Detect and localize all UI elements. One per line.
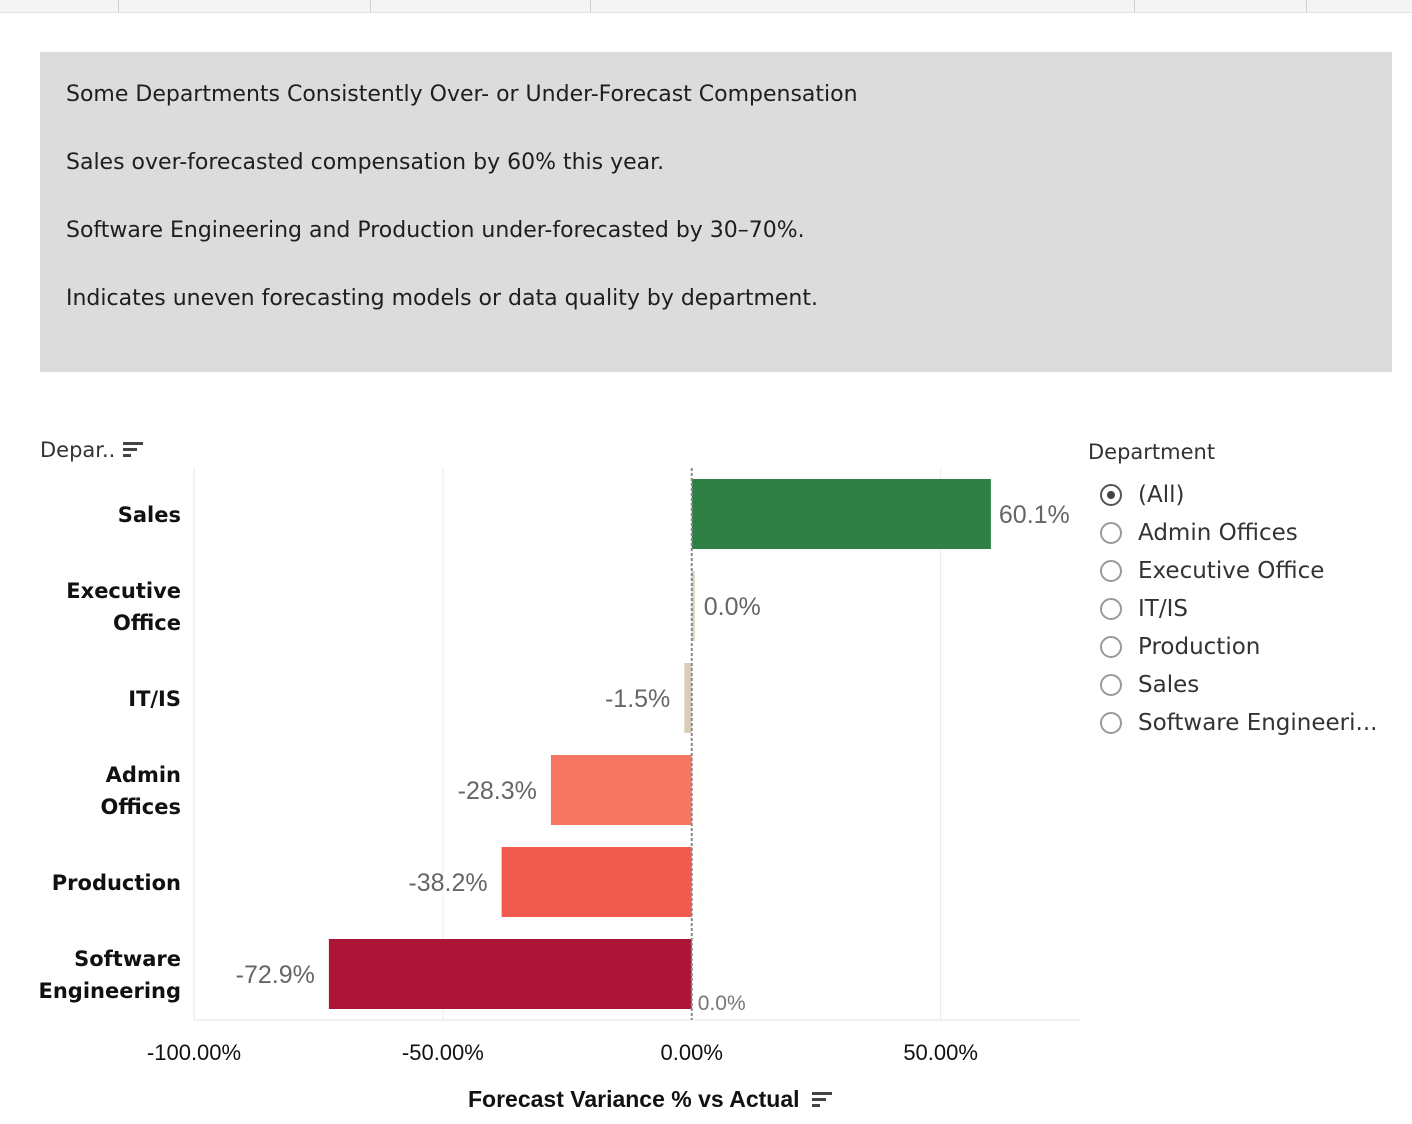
filter-option[interactable]: Admin Offices: [1088, 514, 1398, 552]
filter-option[interactable]: (All): [1088, 476, 1398, 514]
insight-line-sales: Sales over-forecasted compensation by 60…: [66, 150, 665, 175]
category-label: Admin Offices: [101, 763, 181, 819]
filter-option-label: Software Engineeri...: [1138, 710, 1378, 736]
category-label-line: Office: [113, 611, 181, 635]
sort-icon[interactable]: [811, 1089, 834, 1111]
toolbar-divider: [1306, 0, 1307, 12]
category-label-line: Production: [52, 871, 181, 895]
department-axis-header[interactable]: Depar..: [40, 438, 145, 462]
value-label: 60.1%: [999, 501, 1070, 529]
bar[interactable]: [691, 479, 991, 549]
toolbar-divider: [590, 0, 591, 12]
category-label-line: Admin: [106, 763, 181, 787]
radio-button[interactable]: [1100, 522, 1122, 544]
category-label-line: IT/IS: [128, 687, 181, 711]
category-label-line: Executive: [66, 579, 181, 603]
top-toolbar: [0, 0, 1412, 13]
filter-option[interactable]: Production: [1088, 628, 1398, 666]
radio-button[interactable]: [1100, 674, 1122, 696]
category-label-line: Software: [74, 947, 181, 971]
x-tick-label: -100.00%: [147, 1040, 241, 1065]
filter-option[interactable]: Sales: [1088, 666, 1398, 704]
bar[interactable]: [501, 847, 692, 917]
filter-options: (All) Admin Offices Executive Office IT/IS P…: [1088, 476, 1398, 742]
category-label: Software Engineering: [39, 947, 182, 1003]
filter-option-label: Production: [1138, 634, 1261, 660]
bar[interactable]: [691, 571, 695, 641]
category-label: Executive Office: [66, 579, 181, 635]
toolbar-divider: [370, 0, 371, 12]
insight-headline: Some Departments Consistently Over- or U…: [66, 82, 858, 107]
bar[interactable]: [684, 663, 692, 733]
filter-option-label: Admin Offices: [1138, 520, 1298, 546]
forecast-variance-chart: 60.1% Sales 0.0% Executive Office -1.5% IT/IS -…: [39, 468, 1080, 1065]
axis-header-label: Depar..: [40, 438, 116, 462]
value-label: -38.2%: [408, 869, 487, 897]
x-tick-label: -50.00%: [402, 1040, 484, 1065]
insight-textbox: Some Departments Consistently Over- or U…: [40, 52, 1392, 372]
value-label: -28.3%: [458, 777, 537, 805]
insight-line-engineering: Software Engineering and Production unde…: [66, 218, 805, 243]
x-tick-label: 0.00%: [661, 1040, 723, 1065]
reference-line-label: 0.0%: [698, 992, 746, 1015]
filter-title: Department: [1088, 440, 1216, 464]
filter-option-label: Executive Office: [1138, 558, 1325, 584]
category-label-line: Engineering: [39, 979, 182, 1003]
filter-option-label: (All): [1138, 482, 1185, 508]
toolbar-divider: [118, 0, 119, 12]
x-axis-title-label: Forecast Variance % vs Actual: [468, 1086, 800, 1112]
category-label: Sales: [118, 503, 181, 527]
value-label: 0.0%: [704, 593, 761, 621]
filter-option-label: IT/IS: [1138, 596, 1188, 622]
bar[interactable]: [550, 755, 692, 825]
value-label: -72.9%: [236, 961, 315, 989]
filter-option[interactable]: Executive Office: [1088, 552, 1398, 590]
value-label: -1.5%: [605, 685, 670, 713]
category-label-line: Offices: [101, 795, 181, 819]
radio-button[interactable]: [1100, 598, 1122, 620]
category-label: Production: [52, 871, 181, 895]
filter-option[interactable]: Software Engineeri...: [1088, 704, 1398, 742]
department-filter: Department (All) Admin Offices Executive O…: [1088, 440, 1398, 742]
bar[interactable]: [328, 939, 692, 1009]
toolbar-divider: [1134, 0, 1135, 12]
radio-button[interactable]: [1100, 484, 1122, 506]
filter-option-label: Sales: [1138, 672, 1200, 698]
insight-line-conclusion: Indicates uneven forecasting models or d…: [66, 286, 818, 311]
category-label-line: Sales: [118, 503, 181, 527]
x-axis-title[interactable]: Forecast Variance % vs Actual: [468, 1086, 834, 1113]
radio-button[interactable]: [1100, 712, 1122, 734]
sort-icon[interactable]: [123, 439, 145, 461]
radio-button[interactable]: [1100, 636, 1122, 658]
x-tick-label: 50.00%: [903, 1040, 978, 1065]
radio-button[interactable]: [1100, 560, 1122, 582]
filter-option[interactable]: IT/IS: [1088, 590, 1398, 628]
category-label: IT/IS: [128, 687, 181, 711]
